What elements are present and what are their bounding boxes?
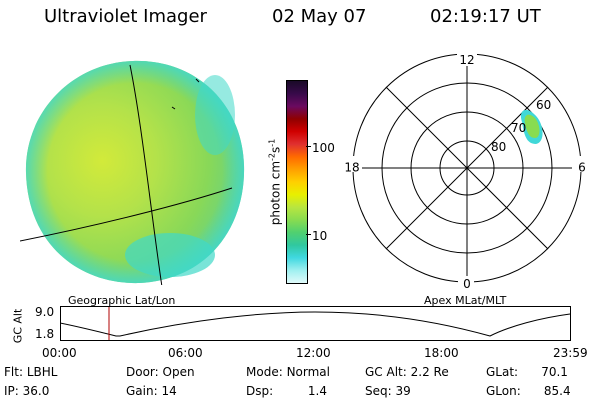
status-dsp: Dsp: 1.4: [246, 384, 327, 398]
status-door: Door: Open: [126, 365, 195, 379]
earth-uv-image: [20, 60, 245, 285]
mlt-label-6: 6: [578, 161, 586, 175]
color-scale-bar: [286, 80, 308, 284]
apex-label: Apex MLat/MLT: [424, 294, 507, 307]
lat-label-60: 60: [536, 98, 551, 112]
status-mode: Mode: Normal: [246, 365, 330, 379]
x-tick-1: 06:00: [168, 346, 203, 360]
geographic-label: Geographic Lat/Lon: [68, 294, 176, 307]
status-seq: Seq: 39: [365, 384, 411, 398]
status-gain: Gain: 14: [126, 384, 177, 398]
gc-alt-axis-title: GC Alt: [11, 308, 25, 344]
status-ip: IP: 36.0: [4, 384, 50, 398]
colorbar-units: photon cm-2s-1: [267, 138, 283, 226]
colorbar-tick-100: 100: [312, 141, 335, 155]
altitude-timeline: [60, 306, 571, 341]
observation-date: 02 May 07: [272, 6, 367, 27]
status-glon: GLon: 85.4: [486, 384, 571, 398]
x-tick-0: 00:00: [42, 346, 77, 360]
longitude-line: [129, 64, 163, 285]
polar-mlat-mlt-plot: 12 18 6 0 60 70 80: [340, 52, 594, 290]
altitude-curve: [60, 311, 571, 337]
mlt-label-0: 0: [463, 277, 471, 290]
lat-label-70: 70: [511, 121, 526, 135]
status-flt: Flt: LBHL: [4, 365, 58, 379]
status-glat: GLat: 70.1: [486, 365, 568, 379]
x-tick-2: 12:00: [296, 346, 331, 360]
gc-alt-max-label: 9.0: [35, 305, 55, 319]
x-tick-3: 18:00: [424, 346, 459, 360]
mlt-label-12: 12: [459, 53, 474, 67]
observation-time: 02:19:17 UT: [430, 6, 541, 27]
x-tick-4: 23:59: [553, 346, 588, 360]
lat-label-80: 80: [491, 140, 506, 154]
gc-alt-min-label: 1.8: [35, 327, 55, 341]
mlt-label-18: 18: [344, 161, 359, 175]
latitude-line: [20, 187, 233, 242]
colorbar-tick-10: 10: [312, 229, 328, 243]
instrument-title: Ultraviolet Imager: [44, 6, 207, 27]
status-gc-alt: GC Alt: 2.2 Re: [365, 365, 449, 379]
